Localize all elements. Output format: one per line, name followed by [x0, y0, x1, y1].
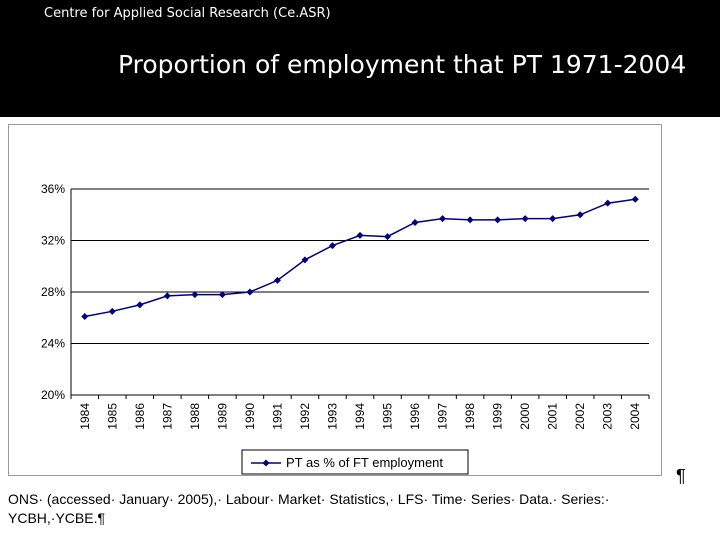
legend-box: [241, 449, 469, 475]
data-point: [108, 307, 116, 315]
x-tick-label: 1998: [463, 403, 477, 430]
x-tick-label: 1985: [105, 403, 119, 430]
slide-header: Centre for Applied Social Research (Ce.A…: [0, 0, 720, 117]
data-point: [356, 231, 364, 239]
y-tick-label: 36%: [41, 182, 65, 196]
y-tick-label: 24%: [41, 337, 65, 351]
data-point: [384, 233, 392, 241]
x-tick-label: 1990: [243, 403, 257, 430]
data-point: [136, 301, 144, 309]
data-point: [273, 276, 281, 284]
data-point: [191, 291, 199, 299]
org-name: Centre for Applied Social Research (Ce.A…: [44, 6, 331, 21]
data-point: [521, 215, 529, 223]
x-tick-label: 1991: [270, 403, 284, 430]
data-point: [466, 216, 474, 224]
data-point: [218, 291, 226, 299]
pilcrow-mark: ¶: [676, 466, 686, 486]
legend-label: PT as % of FT employment: [286, 455, 443, 470]
data-point: [439, 215, 447, 223]
data-point: [576, 211, 584, 219]
data-point: [81, 312, 89, 320]
data-point: [604, 199, 612, 207]
line-chart: 20% 24% 28% 32% 36% 1984 1985 1986 1987 1988 1989…: [41, 182, 650, 475]
slide-title: Proportion of employment that PT 1971-20…: [118, 50, 687, 79]
y-tick-label: 32%: [41, 234, 65, 248]
data-point: [163, 292, 171, 300]
x-tick-label: 2001: [546, 403, 560, 430]
source-note: ONS· (accessed· January· 2005),· Labour·…: [8, 490, 720, 528]
x-tick-label: 1993: [325, 403, 339, 430]
x-tick-label: 1984: [78, 403, 92, 430]
x-tick-label: 1996: [408, 403, 422, 430]
x-tick-label: 1997: [436, 403, 450, 430]
legend-marker: [262, 459, 270, 467]
data-point: [494, 216, 502, 224]
data-point: [631, 195, 639, 203]
x-tick-label: 1989: [215, 403, 229, 430]
data-point: [549, 215, 557, 223]
x-tick-label: 1988: [188, 403, 202, 430]
x-tick-label: 2004: [628, 403, 642, 430]
x-tick-label: 1999: [491, 403, 505, 430]
chart-frame: 20% 24% 28% 32% 36% 1984 1985 1986 1987 1988 1989…: [8, 124, 662, 476]
data-point: [246, 288, 254, 296]
x-tick-label: 2000: [518, 403, 532, 430]
y-tick-label: 28%: [41, 285, 65, 299]
source-line-2: YCBH,·YCBE.¶: [8, 510, 105, 526]
data-point: [301, 256, 309, 264]
x-tick-label: 1995: [381, 403, 395, 430]
x-tick-label: 1994: [353, 403, 367, 430]
source-line-1: ONS· (accessed· January· 2005),· Labour·…: [8, 491, 610, 507]
y-tick-label: 20%: [41, 388, 65, 402]
x-tick-label: 1987: [160, 403, 174, 430]
x-tick-label: 2002: [573, 403, 587, 430]
x-tick-label: 1992: [298, 403, 312, 430]
x-tick-label: 1986: [133, 403, 147, 430]
data-point: [411, 218, 419, 226]
x-tick-label: 2003: [601, 403, 615, 430]
data-point: [328, 242, 336, 250]
